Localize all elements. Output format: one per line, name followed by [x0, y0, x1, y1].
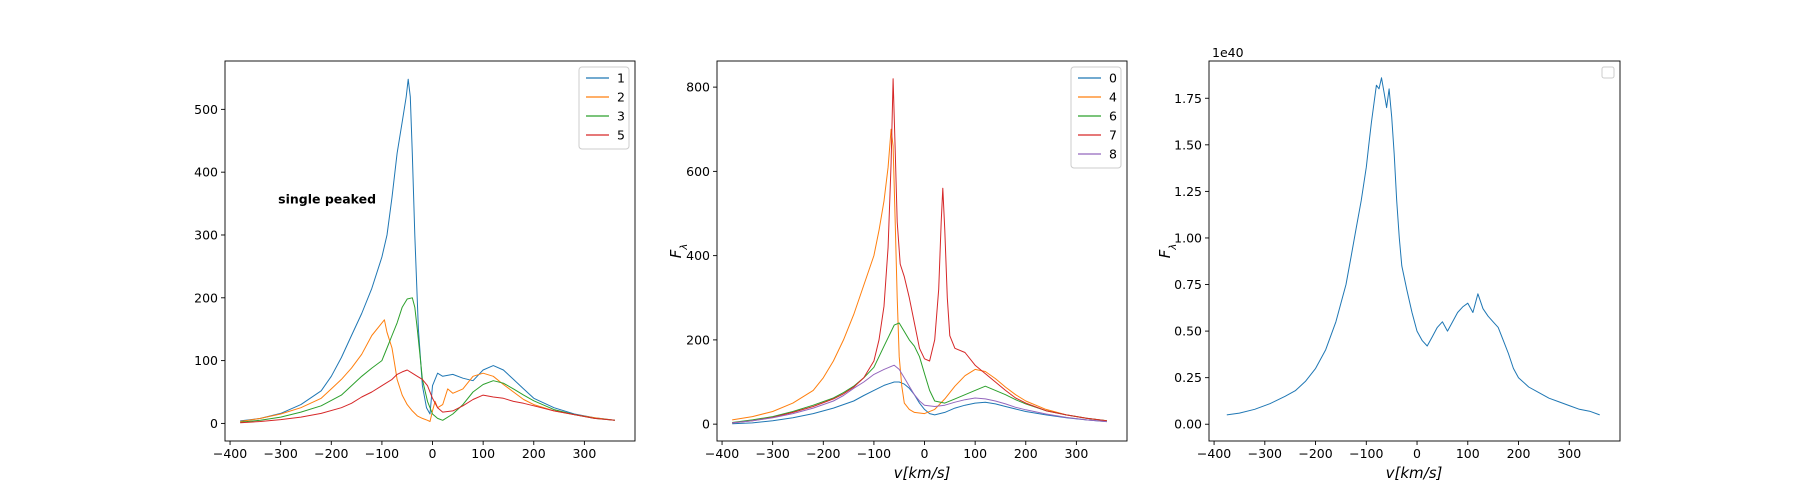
right-chart-frame: [1208, 60, 1621, 442]
middle-chart-legend-label-6: 6: [1109, 109, 1117, 124]
left-chart-x-tick-label: −100: [365, 446, 399, 461]
middle-chart-y-tick-label: 600: [686, 164, 710, 179]
middle-chart-x-tick-label: 0: [921, 446, 929, 461]
left-chart-series: [240, 78, 615, 424]
left-chart-legend: 1 2 3 5: [578, 66, 630, 150]
middle-chart-legend-label-7: 7: [1109, 128, 1117, 143]
right-chart-x-tick-label: −100: [1349, 446, 1383, 461]
right-chart-y-axis: 0.00 0.25 0.50 0.75 1.00 1.25 1.50 1.75: [1174, 91, 1209, 432]
left-chart-y-tick-label: 100: [194, 353, 218, 368]
right-chart-y-tick-label: 1.25: [1174, 184, 1202, 199]
right-chart-series: [1226, 77, 1600, 416]
left-chart-y-tick-label: 0: [210, 416, 218, 431]
middle-chart-x-tick-label: 200: [1014, 446, 1038, 461]
middle-chart-x-label: v[km/s]: [894, 464, 951, 482]
middle-chart-y-tick-label: 0: [702, 417, 710, 432]
middle-chart-legend-label-0: 0: [1109, 71, 1117, 86]
middle-chart-legend-frame: [1070, 66, 1122, 169]
left-chart-x-tick-label: −200: [314, 446, 348, 461]
middle-chart-series-line-6: [732, 322, 1107, 423]
right-chart-series-line-0: [1226, 77, 1600, 416]
left-chart-y-tick-label: 300: [194, 227, 218, 242]
right-chart-x-tick-label: 200: [1507, 446, 1531, 461]
right-chart-y-offset-label: 1e40: [1212, 45, 1244, 60]
middle-chart-x-tick-label: 300: [1064, 446, 1088, 461]
right-chart-x-axis: −400 −300 −200 −100 0 100 200 300: [1197, 441, 1581, 461]
right-chart-legend-frame: [1601, 66, 1615, 79]
right-chart-x-tick-label: −400: [1197, 446, 1231, 461]
left-chart-series-line-2: [240, 319, 615, 422]
middle-chart-x-tick-label: −100: [857, 446, 891, 461]
right-chart-y-tick-label: 1.75: [1174, 91, 1202, 106]
right-chart-y-tick-label: 1.00: [1174, 230, 1202, 245]
right-chart-x-tick-label: 0: [1413, 446, 1421, 461]
middle-chart-series-line-7: [732, 78, 1107, 424]
left-chart-panel: −400 −300 −200 −100 0 100 200 300 0 100 200 300 400…: [194, 60, 636, 461]
left-chart-frame: [224, 60, 636, 442]
middle-chart-x-tick-label: −200: [806, 446, 840, 461]
middle-chart-panel: −400 −300 −200 −100 0 100 200 300 0200400600800…: [667, 60, 1128, 482]
left-chart-y-axis: 0 100 200 300 400 500: [194, 102, 225, 431]
left-chart-y-tick-label: 200: [194, 290, 218, 305]
middle-chart-series-line-0: [732, 381, 1107, 425]
middle-chart-x-tick-label: −400: [705, 446, 739, 461]
right-chart-x-tick-label: −200: [1298, 446, 1332, 461]
left-chart-x-tick-label: −300: [264, 446, 298, 461]
left-chart-x-tick-label: −400: [213, 446, 247, 461]
left-chart-x-tick-label: 200: [522, 446, 546, 461]
right-chart-y-tick-label: 1.50: [1174, 137, 1202, 152]
left-chart-x-tick-label: 300: [572, 446, 596, 461]
left-chart-legend-label-1: 1: [617, 71, 625, 86]
left-chart-legend-label-2: 2: [617, 90, 625, 105]
middle-chart-x-tick-label: 100: [963, 446, 987, 461]
left-chart-x-tick-label: 100: [471, 446, 495, 461]
middle-chart-series-line-8: [732, 364, 1107, 424]
middle-chart-y-axis: 0 200 400 600 800: [686, 80, 717, 432]
middle-chart-frame: [716, 60, 1128, 442]
right-chart-y-tick-label: 0.50: [1174, 324, 1202, 339]
right-chart-y-tick-label: 0.75: [1174, 277, 1202, 292]
left-chart-legend-frame: [578, 66, 630, 150]
middle-chart-x-axis: −400 −300 −200 −100 0 100 200 300: [705, 441, 1088, 461]
left-chart-legend-label-3: 3: [617, 109, 625, 124]
right-chart-x-label: v[km/s]: [1386, 464, 1443, 482]
middle-chart-x-tick-label: −300: [756, 446, 790, 461]
right-chart-legend: [1601, 66, 1615, 79]
left-chart-annotation: single peaked: [278, 192, 376, 207]
left-chart-series-line-3: [240, 297, 615, 423]
right-chart-panel: −400 −300 −200 −100 0 100 200 300 0.000.250.500…: [1156, 45, 1621, 482]
middle-chart-y-tick-label: 200: [686, 332, 710, 347]
middle-chart-series: [732, 78, 1107, 425]
left-chart-x-axis: −400 −300 −200 −100 0 100 200 300: [213, 441, 596, 461]
left-chart-series-line-1: [240, 78, 615, 422]
middle-chart-y-tick-label: 800: [686, 80, 710, 95]
right-chart-x-tick-label: 300: [1557, 446, 1581, 461]
right-chart-x-tick-label: 100: [1456, 446, 1480, 461]
right-chart-x-tick-label: −300: [1248, 446, 1282, 461]
middle-chart-legend-label-8: 8: [1109, 147, 1117, 162]
left-chart-legend-label-5: 5: [617, 128, 625, 143]
middle-chart-legend: 0 4 6 7 8: [1070, 66, 1122, 169]
middle-chart-y-tick-label: 400: [686, 248, 710, 263]
right-chart-y-tick-label: 0.00: [1174, 417, 1202, 432]
left-chart-y-tick-label: 400: [194, 165, 218, 180]
left-chart-y-tick-label: 500: [194, 102, 218, 117]
left-chart-series-line-5: [240, 369, 615, 424]
right-chart-y-tick-label: 0.25: [1174, 370, 1202, 385]
left-chart-x-tick-label: 0: [429, 446, 437, 461]
middle-chart-legend-label-4: 4: [1109, 90, 1117, 105]
